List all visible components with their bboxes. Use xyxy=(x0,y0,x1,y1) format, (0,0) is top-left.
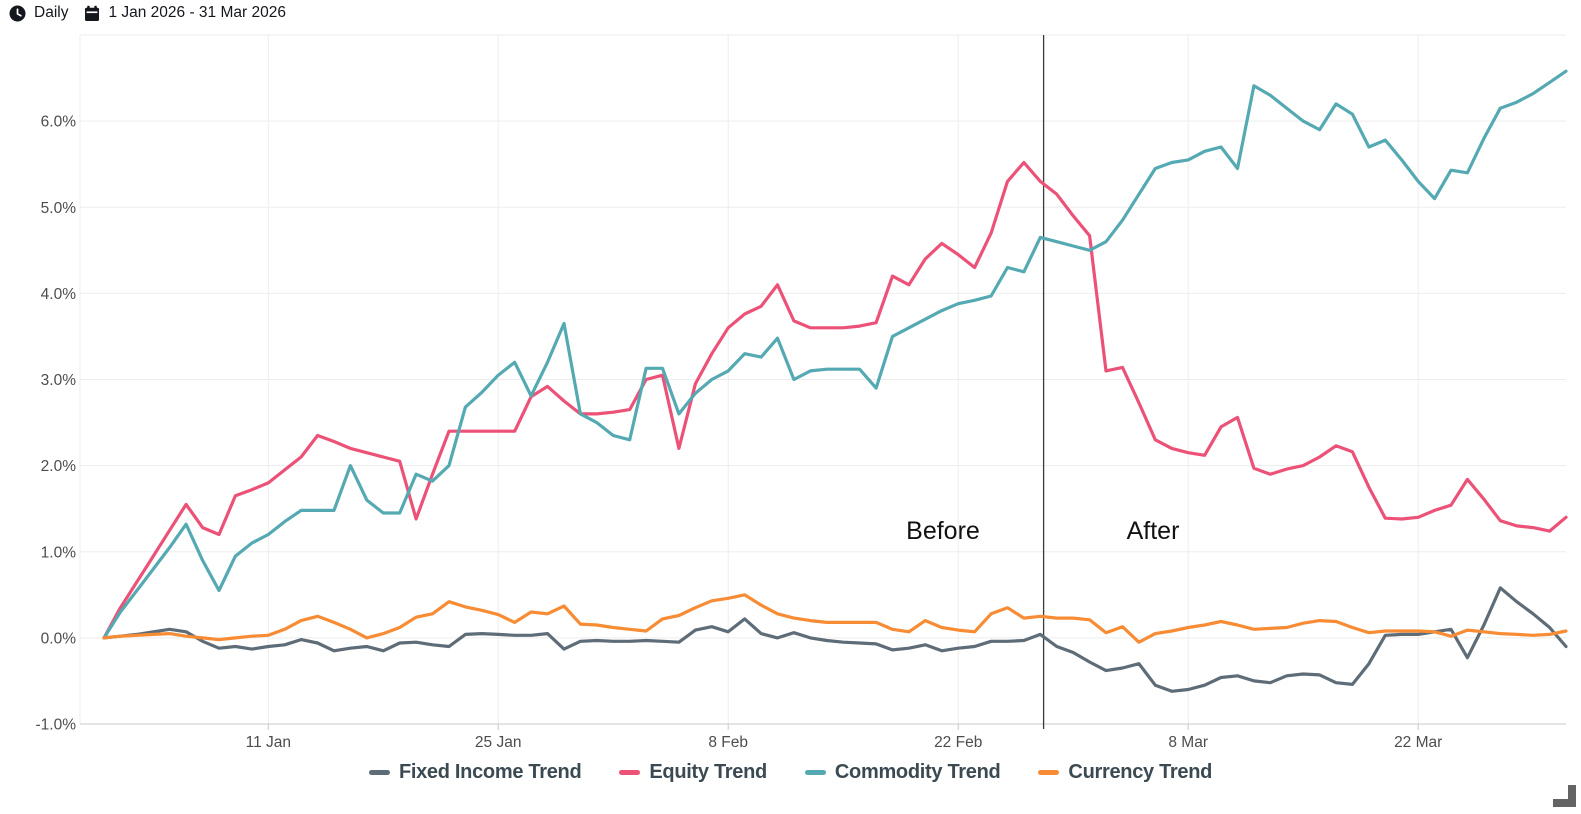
y-axis-tick-label: 2.0% xyxy=(41,458,77,475)
legend: Fixed Income Trend Equity Trend Commodity … xyxy=(0,761,1581,784)
date-range-label: 1 Jan 2026 - 31 Mar 2026 xyxy=(108,4,286,21)
x-axis-tick-label: 8 Mar xyxy=(1168,734,1208,751)
legend-label: Equity Trend xyxy=(649,761,767,783)
frequency-label: Daily xyxy=(34,4,69,21)
x-axis-tick-label: 22 Feb xyxy=(934,734,982,751)
legend-item[interactable]: Commodity Trend xyxy=(804,761,1001,784)
x-axis-tick-label: 11 Jan xyxy=(246,734,291,751)
y-axis-tick-label: 3.0% xyxy=(41,372,77,389)
y-axis-tick-label: 4.0% xyxy=(41,286,77,303)
legend-label: Currency Trend xyxy=(1068,761,1213,783)
legend-dash-icon xyxy=(619,770,641,775)
y-axis-tick-label: 0.0% xyxy=(41,630,77,647)
legend-dash-icon xyxy=(368,770,390,775)
x-axis-tick-label: 8 Feb xyxy=(708,734,748,751)
series-line-commodity-trend xyxy=(102,69,1568,640)
legend-label: Commodity Trend xyxy=(834,761,1001,783)
legend-dash-icon xyxy=(804,770,826,775)
header: Daily 1 Jan 2026 - 31 Mar 2026 xyxy=(0,0,286,26)
calendar-icon xyxy=(84,5,100,22)
legend-item[interactable]: Fixed Income Trend xyxy=(368,761,582,784)
before-annotation-label: Before xyxy=(906,517,980,545)
series-line-currency-trend xyxy=(102,593,1568,644)
x-axis-tick-label: 22 Mar xyxy=(1394,734,1442,751)
frequency-selector[interactable]: Daily xyxy=(9,4,68,22)
y-axis-tick-label: 1.0% xyxy=(41,544,77,561)
y-axis-tick-label: -1.0% xyxy=(36,717,77,734)
legend-item[interactable]: Currency Trend xyxy=(1038,761,1212,784)
legend-item[interactable]: Equity Trend xyxy=(619,761,767,784)
resize-handle-icon[interactable] xyxy=(1553,785,1576,807)
x-axis-tick-label: 25 Jan xyxy=(475,734,522,751)
y-axis-tick-label: 6.0% xyxy=(41,114,77,131)
series-line-fixed-income-trend xyxy=(102,586,1568,693)
legend-dash-icon xyxy=(1038,770,1060,775)
legend-label: Fixed Income Trend xyxy=(398,761,582,783)
date-range-selector[interactable]: 1 Jan 2026 - 31 Mar 2026 xyxy=(84,4,286,22)
y-axis-tick-label: 5.0% xyxy=(41,200,77,217)
series-line-equity-trend xyxy=(102,160,1568,640)
after-annotation-label: After xyxy=(1126,517,1180,545)
clock-icon xyxy=(9,5,26,22)
